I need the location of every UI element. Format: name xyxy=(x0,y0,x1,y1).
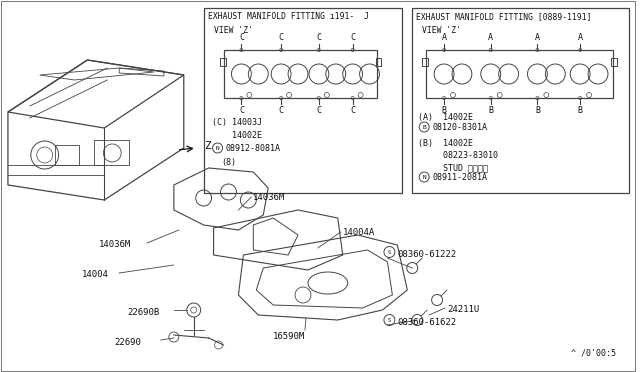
Text: VIEW 'Z': VIEW 'Z' xyxy=(422,26,461,35)
Bar xyxy=(412,8,629,193)
Text: S: S xyxy=(388,250,391,254)
Text: C: C xyxy=(350,33,355,42)
Text: 22690: 22690 xyxy=(115,338,141,347)
Text: B: B xyxy=(442,106,447,115)
Text: A: A xyxy=(488,33,493,42)
Text: 24211U: 24211U xyxy=(447,305,479,314)
Text: C: C xyxy=(278,106,284,115)
Text: (B)  14002E: (B) 14002E xyxy=(418,139,473,148)
Text: B: B xyxy=(578,106,582,115)
Text: 14002E: 14002E xyxy=(212,131,262,140)
Text: C: C xyxy=(316,106,321,115)
Text: 08360-61222: 08360-61222 xyxy=(397,250,456,259)
Text: (C) 14003J: (C) 14003J xyxy=(212,118,262,127)
Text: EXHAUST MANIFOLD FITTING ı191-  J: EXHAUST MANIFOLD FITTING ı191- J xyxy=(207,12,369,21)
Text: STUD スタッド: STUD スタッド xyxy=(418,163,488,172)
Text: 22690B: 22690B xyxy=(127,308,159,317)
Text: A: A xyxy=(535,33,540,42)
Text: C: C xyxy=(350,106,355,115)
Bar xyxy=(223,50,378,98)
Text: 16590M: 16590M xyxy=(273,332,305,341)
Text: ^ /0'00:5: ^ /0'00:5 xyxy=(571,349,616,358)
Text: S: S xyxy=(388,317,391,323)
Bar xyxy=(426,50,613,98)
Text: 14004A: 14004A xyxy=(343,228,375,237)
Bar xyxy=(376,58,381,66)
Text: EXHAUST MANIFOLD FITTING [0889-1191]: EXHAUST MANIFOLD FITTING [0889-1191] xyxy=(416,12,592,21)
Text: B: B xyxy=(422,125,426,129)
Text: 08912-8081A: 08912-8081A xyxy=(225,144,280,153)
Text: N: N xyxy=(422,174,426,180)
Text: B: B xyxy=(535,106,540,115)
Text: (A)  14002E: (A) 14002E xyxy=(418,113,473,122)
Text: 08120-8301A: 08120-8301A xyxy=(432,123,487,132)
Text: A: A xyxy=(578,33,582,42)
Bar xyxy=(611,58,617,66)
Text: Z: Z xyxy=(204,141,211,151)
Text: 08360-61622: 08360-61622 xyxy=(397,318,456,327)
Text: 14036M: 14036M xyxy=(253,193,285,202)
Text: 08223-83010: 08223-83010 xyxy=(418,151,498,160)
Text: 08911-2081A: 08911-2081A xyxy=(432,173,487,182)
Text: 14036M: 14036M xyxy=(99,240,132,249)
Text: C: C xyxy=(316,33,321,42)
Bar xyxy=(204,8,403,193)
Text: A: A xyxy=(442,33,447,42)
Text: B: B xyxy=(488,106,493,115)
Text: C: C xyxy=(278,33,284,42)
Bar xyxy=(422,58,428,66)
Text: N: N xyxy=(216,145,220,151)
Text: C: C xyxy=(239,106,244,115)
Bar xyxy=(220,58,225,66)
Text: VIEW 'Z': VIEW 'Z' xyxy=(214,26,253,35)
Text: 14004: 14004 xyxy=(81,270,108,279)
Text: C: C xyxy=(239,33,244,42)
Text: (8): (8) xyxy=(221,158,237,167)
